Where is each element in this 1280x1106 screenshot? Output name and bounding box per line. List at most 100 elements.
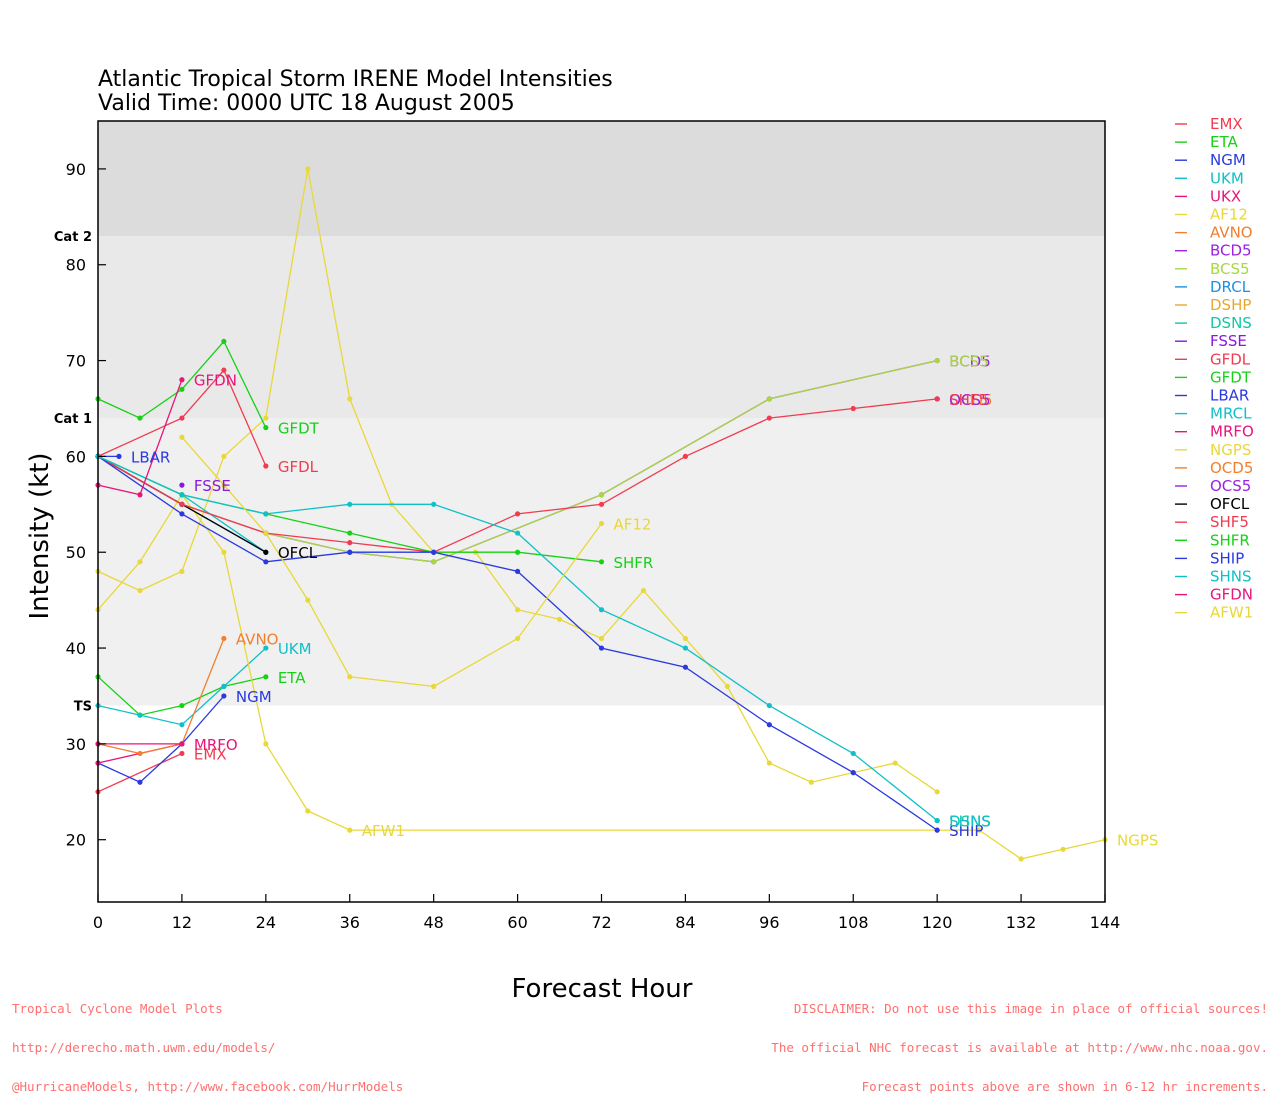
end-label-lbar: LBAR bbox=[131, 448, 170, 466]
legend-item: GFDT bbox=[1175, 368, 1252, 386]
end-label-ukm: UKM bbox=[278, 640, 312, 658]
footer-disclaimer-line: DISCLAIMER: Do not use this image in pla… bbox=[793, 1001, 1268, 1016]
chart-title: Atlantic Tropical Storm IRENE Model Inte… bbox=[98, 67, 613, 92]
end-label-gfdt: GFDT bbox=[278, 420, 320, 438]
legend-item: AVNO bbox=[1175, 224, 1253, 242]
data-point bbox=[179, 741, 185, 747]
data-point bbox=[766, 722, 772, 728]
data-point bbox=[179, 702, 185, 709]
data-point bbox=[682, 635, 689, 642]
x-tick-label: 144 bbox=[1090, 913, 1121, 932]
legend-label: DRCL bbox=[1210, 278, 1251, 296]
legend-label: AF12 bbox=[1210, 206, 1248, 224]
legend-label: GFDT bbox=[1210, 368, 1252, 386]
data-point bbox=[263, 741, 269, 747]
legend-label: UKX bbox=[1210, 187, 1241, 205]
data-point bbox=[347, 396, 353, 402]
x-tick-label: 24 bbox=[256, 913, 276, 932]
data-point bbox=[263, 511, 269, 517]
series-line bbox=[97, 493, 1106, 860]
data-point bbox=[179, 750, 185, 757]
y-axis-label: Intensity (kt) bbox=[25, 453, 55, 620]
data-point bbox=[221, 549, 227, 555]
legend-label: EMX bbox=[1210, 115, 1243, 133]
data-point bbox=[179, 722, 185, 728]
data-point bbox=[179, 501, 185, 507]
legend-label: OCD5 bbox=[1210, 459, 1253, 477]
data-point bbox=[850, 750, 856, 757]
data-point bbox=[514, 511, 521, 517]
data-point bbox=[934, 357, 940, 364]
axes: 0 12 24 36 48 60 72 84 96 108 120 132 144 20 30 40 50 60 7… bbox=[54, 160, 1120, 932]
data-point bbox=[263, 674, 269, 680]
data-point bbox=[263, 425, 269, 431]
data-point bbox=[179, 377, 185, 383]
end-label-afw1: AFW1 bbox=[362, 822, 405, 840]
end-label-gfdn: GFDN bbox=[194, 372, 237, 390]
legend-item: SHIP bbox=[1175, 549, 1244, 567]
series-af12 bbox=[95, 166, 940, 795]
legend-item: MRFO bbox=[1175, 423, 1254, 441]
x-axis-label: Forecast Hour bbox=[512, 974, 693, 1004]
data-point bbox=[682, 453, 689, 459]
end-label-bcd5: BCD5 bbox=[949, 353, 991, 371]
data-point bbox=[1018, 856, 1024, 862]
series-fsse bbox=[179, 482, 185, 488]
data-point bbox=[137, 750, 143, 757]
data-point bbox=[179, 511, 185, 517]
category-band bbox=[98, 121, 1105, 236]
legend-item: OCD5 bbox=[1175, 459, 1253, 477]
end-label-bcs5: BCS5 bbox=[949, 353, 989, 371]
series-line bbox=[97, 752, 183, 793]
legend-label: GFDN bbox=[1210, 586, 1253, 604]
data-point bbox=[766, 760, 772, 766]
x-tick-label: 36 bbox=[340, 913, 360, 932]
data-point bbox=[682, 664, 689, 670]
footer-disclaimer: DISCLAIMER: Do not use this image in pla… bbox=[771, 976, 1268, 1106]
data-point bbox=[514, 530, 521, 536]
data-point bbox=[137, 587, 143, 594]
legend-label: FSSE bbox=[1210, 332, 1247, 350]
legend-item: SHF5 bbox=[1175, 513, 1249, 531]
x-tick-label: 60 bbox=[507, 913, 527, 932]
data-point bbox=[682, 645, 689, 651]
legend-item: LBAR bbox=[1175, 387, 1249, 405]
data-point bbox=[263, 530, 269, 536]
category-label: Cat 2 bbox=[54, 230, 92, 245]
legend-label: BCD5 bbox=[1210, 242, 1252, 260]
end-label-gfdl: GFDL bbox=[278, 458, 319, 476]
x-tick-label: 48 bbox=[423, 913, 443, 932]
legend-item: NGPS bbox=[1175, 441, 1251, 459]
legend-label: AFW1 bbox=[1210, 604, 1253, 622]
legend-label: BCS5 bbox=[1210, 260, 1250, 278]
data-point bbox=[598, 635, 605, 642]
data-point bbox=[347, 530, 353, 536]
data-point bbox=[179, 568, 185, 574]
data-point bbox=[514, 607, 521, 613]
footer-credit-line: Tropical Cyclone Model Plots bbox=[12, 1001, 223, 1016]
legend-item: MRCL bbox=[1175, 405, 1252, 423]
data-point bbox=[263, 559, 269, 565]
end-label-ship: SHIP bbox=[949, 822, 983, 840]
legend-item: UKM bbox=[1175, 169, 1244, 187]
series-ukm bbox=[95, 645, 269, 728]
x-tick-label: 84 bbox=[675, 913, 695, 932]
data-point bbox=[1060, 846, 1066, 852]
data-point bbox=[640, 587, 647, 594]
data-point bbox=[221, 482, 227, 488]
data-point bbox=[179, 482, 185, 488]
data-point bbox=[850, 770, 856, 776]
data-point bbox=[347, 827, 353, 833]
footer-credit-line: @HurricaneModels, http://www.facebook.co… bbox=[12, 1079, 404, 1094]
data-point bbox=[934, 789, 940, 795]
legend-label: SHF5 bbox=[1210, 513, 1249, 531]
data-point bbox=[766, 702, 772, 709]
y-tick-label: 20 bbox=[66, 831, 86, 850]
end-label-shfr: SHFR bbox=[614, 554, 654, 572]
data-point bbox=[305, 166, 311, 172]
category-label: TS bbox=[74, 700, 92, 715]
data-point bbox=[347, 674, 353, 680]
data-point bbox=[137, 779, 143, 785]
data-point bbox=[221, 683, 227, 689]
legend-item: DSHP bbox=[1175, 296, 1251, 314]
